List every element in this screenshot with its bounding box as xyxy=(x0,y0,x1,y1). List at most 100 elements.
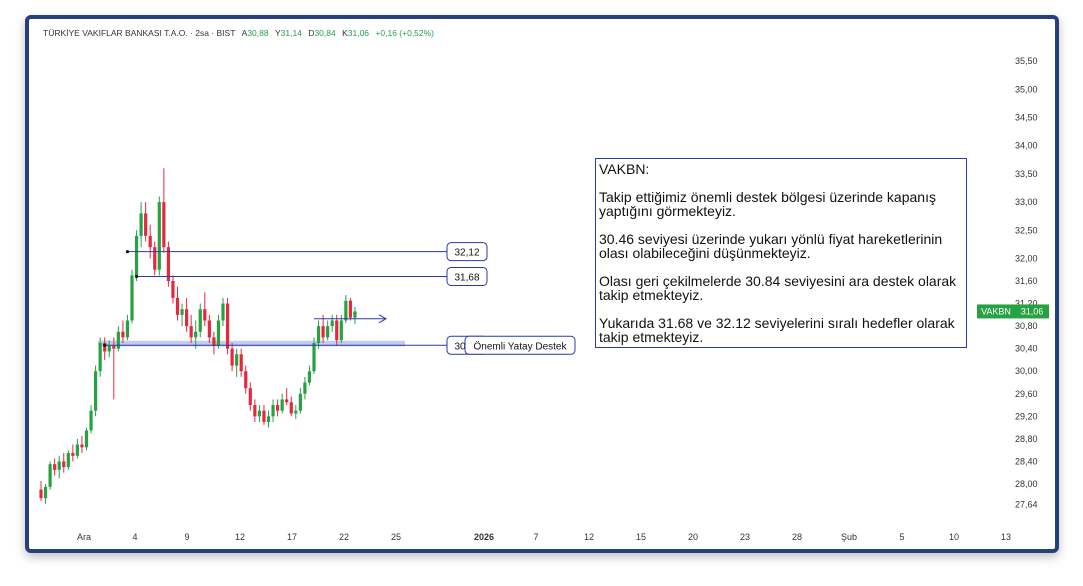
candle-body[interactable] xyxy=(230,348,234,366)
candle-body[interactable] xyxy=(326,326,330,338)
note-paragraph: 30.46 seviyesi üzerinde yukarı yönlü fiy… xyxy=(599,231,943,261)
support-zone xyxy=(98,340,406,347)
level-label-box[interactable] xyxy=(446,242,488,262)
high-value: 31,14 xyxy=(280,28,302,38)
candle-body[interactable] xyxy=(39,489,43,499)
candle-body[interactable] xyxy=(148,235,152,248)
candle-body[interactable] xyxy=(298,393,302,411)
candle-body[interactable] xyxy=(253,405,257,417)
candle-body[interactable] xyxy=(289,402,293,414)
candle-body[interactable] xyxy=(189,326,193,338)
candle-body[interactable] xyxy=(94,371,98,411)
candle-body[interactable] xyxy=(194,331,198,338)
candle-body[interactable] xyxy=(130,275,134,321)
x-tick-label: 20 xyxy=(688,532,698,542)
candle-body[interactable] xyxy=(353,311,357,318)
candle-body[interactable] xyxy=(221,303,225,321)
x-tick-label: 25 xyxy=(391,532,401,542)
x-tick-label: 28 xyxy=(792,532,802,542)
candle-body[interactable] xyxy=(339,320,343,341)
symbol-price-tag xyxy=(977,304,1015,319)
candle-body[interactable] xyxy=(235,354,239,366)
candle-body[interactable] xyxy=(75,444,79,456)
x-tick-label: 9 xyxy=(184,532,189,542)
candle-body[interactable] xyxy=(144,213,148,236)
candle-body[interactable] xyxy=(157,202,161,270)
level-label-box[interactable] xyxy=(446,266,488,286)
y-tick-label: 29,20 xyxy=(1015,411,1038,421)
candle-body[interactable] xyxy=(330,320,334,327)
candle-body[interactable] xyxy=(171,281,175,298)
candle-body[interactable] xyxy=(134,235,139,276)
x-tick-label: 10 xyxy=(949,532,959,542)
candle-body[interactable] xyxy=(344,300,348,321)
candle-body[interactable] xyxy=(203,309,207,321)
candle-body[interactable] xyxy=(153,247,157,270)
y-tick-label: 30,40 xyxy=(1015,344,1038,354)
candle-body[interactable] xyxy=(262,410,266,422)
candle-body[interactable] xyxy=(71,452,75,456)
candle-body[interactable] xyxy=(66,452,70,468)
candle-body[interactable] xyxy=(348,300,352,318)
candle-body[interactable] xyxy=(103,343,107,352)
candle-body[interactable] xyxy=(225,303,230,349)
y-tick-label: 33,00 xyxy=(1015,197,1038,207)
candle-body[interactable] xyxy=(321,326,325,338)
candle-body[interactable] xyxy=(276,405,280,411)
x-tick-label: 2026 xyxy=(474,532,494,542)
candle-body[interactable] xyxy=(257,410,261,417)
candle-body[interactable] xyxy=(303,382,307,394)
candle-body[interactable] xyxy=(185,309,189,327)
y-tick-label: 29,60 xyxy=(1015,389,1038,399)
candle-body[interactable] xyxy=(335,320,339,341)
candle-body[interactable] xyxy=(207,320,211,338)
high-label: Y xyxy=(274,28,281,38)
open-value: 30,88 xyxy=(247,28,269,38)
y-tick-label: 28,40 xyxy=(1015,456,1038,466)
candle-body[interactable] xyxy=(48,464,52,487)
y-tick-label: 30,00 xyxy=(1015,366,1038,376)
candle-body[interactable] xyxy=(198,309,202,332)
candle-body[interactable] xyxy=(239,354,243,372)
candle-body[interactable] xyxy=(316,326,321,344)
candle-body[interactable] xyxy=(121,331,125,338)
candle-body[interactable] xyxy=(53,464,57,470)
candle-body[interactable] xyxy=(312,343,316,372)
candle-body[interactable] xyxy=(98,343,102,372)
candle-body[interactable] xyxy=(116,331,120,349)
level-anchor-dot xyxy=(125,250,130,254)
candle-body[interactable] xyxy=(266,416,271,422)
y-tick-label: 27,64 xyxy=(1015,499,1038,509)
candle-body[interactable] xyxy=(139,213,143,236)
y-tick-label: 34,00 xyxy=(1015,141,1038,151)
symbol-header: TÜRKİYE VAKIFLAR BANKASI T.A.O. · 2sa · … xyxy=(43,28,434,38)
candle-body[interactable] xyxy=(307,371,312,383)
x-tick-label: 22 xyxy=(339,532,349,542)
candle-body[interactable] xyxy=(112,345,116,349)
candle-body[interactable] xyxy=(244,371,248,389)
candle-body[interactable] xyxy=(62,461,66,468)
candle-body[interactable] xyxy=(107,345,111,352)
candle-body[interactable] xyxy=(89,410,93,431)
candle-body[interactable] xyxy=(175,297,180,315)
candle-body[interactable] xyxy=(57,461,61,470)
candle-body[interactable] xyxy=(125,320,130,338)
candle-body[interactable] xyxy=(162,202,166,248)
candle-body[interactable] xyxy=(180,309,184,315)
low-label: D xyxy=(308,28,315,38)
candle-body[interactable] xyxy=(212,337,216,346)
candle-body[interactable] xyxy=(84,430,89,448)
low-value: 30,84 xyxy=(314,28,336,38)
y-tick-label: 35,50 xyxy=(1015,56,1038,66)
candle-body[interactable] xyxy=(80,444,84,448)
candle-body[interactable] xyxy=(294,410,298,414)
candle-body[interactable] xyxy=(43,486,48,499)
candle-body[interactable] xyxy=(285,399,289,403)
candle-body[interactable] xyxy=(248,388,252,406)
candle-body[interactable] xyxy=(280,399,284,411)
candle-body[interactable] xyxy=(271,405,275,417)
candle-body[interactable] xyxy=(216,320,221,346)
x-tick-label: 12 xyxy=(584,532,594,542)
candlestick-chart[interactable]: 35,50 35,00 34,50 34,00 33,50 33,00 32,50 32,00… xyxy=(29,19,1055,549)
candle-body[interactable] xyxy=(166,247,170,281)
